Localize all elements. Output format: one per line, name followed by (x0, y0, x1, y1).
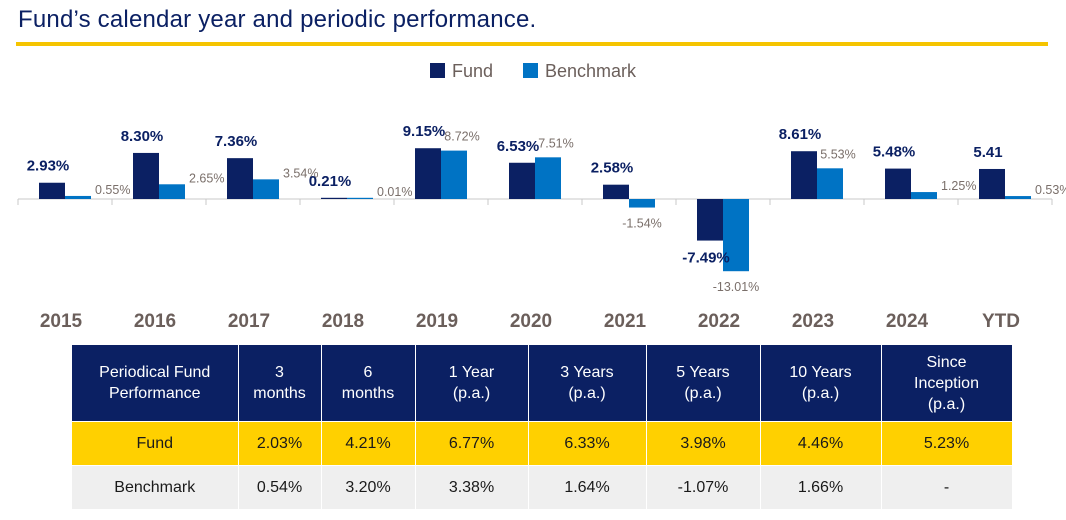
table-cell: - (881, 465, 1013, 509)
table-cell: 3.98% (646, 421, 761, 466)
legend-label-fund: Fund (452, 61, 493, 81)
table-cell: 5.23% (881, 421, 1013, 466)
bar-benchmark-2015 (65, 195, 91, 199)
table-cell: 4.21% (321, 421, 416, 466)
header-since-inception: Since Inception (p.a.) (881, 345, 1013, 422)
table-row-benchmark: Benchmark 0.54% 3.20% 3.38% 1.64% -1.07%… (72, 465, 1013, 509)
x-tick-label-2015: 2015 (40, 311, 83, 332)
x-tick-label-2023: 2023 (792, 311, 834, 332)
data-label-benchmark-2017: 3.54% (283, 166, 318, 180)
x-tick-label-YTD: YTD (982, 311, 1020, 332)
title-underline (16, 42, 1048, 46)
table-cell: 1.66% (760, 465, 882, 509)
table-cell: 3.38% (415, 465, 529, 509)
bar-fund-2015 (39, 182, 65, 199)
x-tick-label-2019: 2019 (416, 311, 458, 332)
header-3-months: 3 months (238, 345, 322, 422)
page-title: Fund’s calendar year and periodic perfor… (18, 6, 537, 33)
bar-fund-YTD (979, 168, 1005, 199)
data-label-benchmark-2018: 0.01% (377, 185, 412, 199)
data-label-benchmark-2019: 8.72% (444, 130, 479, 144)
data-label-fund-2018: 0.21% (309, 173, 352, 190)
periodic-performance-table: Periodical Fund Performance 3 months 6 m… (72, 345, 1013, 509)
bar-fund-2017 (227, 158, 253, 199)
header-10-years: 10 Years (p.a.) (760, 345, 882, 422)
bar-benchmark-2023 (817, 168, 843, 199)
data-label-benchmark-2015: 0.55% (95, 183, 130, 197)
bar-benchmark-2024 (911, 192, 937, 199)
legend-swatch-fund (430, 63, 445, 78)
table-cell: 6.33% (528, 421, 647, 466)
data-label-fund-2022: -7.49% (682, 250, 730, 267)
data-label-benchmark-2016: 2.65% (189, 171, 224, 185)
header-6-months: 6 months (321, 345, 416, 422)
bar-fund-2022 (697, 199, 723, 241)
bar-fund-2020 (509, 162, 535, 199)
header-label: Periodical Fund Performance (72, 345, 239, 422)
table-cell: 3.20% (321, 465, 416, 509)
bar-benchmark-2019 (441, 150, 467, 199)
x-tick-label-2020: 2020 (510, 311, 552, 332)
table-header-row: Periodical Fund Performance 3 months 6 m… (72, 345, 1013, 422)
legend-swatch-benchmark (523, 63, 538, 78)
data-label-fund-2023: 8.61% (779, 126, 822, 143)
data-label-fund-2016: 8.30% (121, 128, 164, 145)
data-label-fund-2019: 9.15% (403, 123, 446, 140)
row-label: Benchmark (72, 465, 239, 509)
data-label-benchmark-2021: -1.54% (622, 217, 662, 231)
data-label-fund-2024: 5.48% (873, 144, 916, 161)
data-label-fund-2015: 2.93% (27, 158, 70, 175)
data-label-benchmark-2022: -13.01% (713, 280, 760, 294)
x-tick-label-2021: 2021 (604, 311, 647, 332)
data-label-fund-2017: 7.36% (215, 133, 258, 150)
bar-benchmark-2022 (723, 199, 749, 272)
bar-fund-2018 (321, 197, 347, 199)
data-label-benchmark-2020: 7.51% (538, 136, 573, 150)
table-cell: 2.03% (238, 421, 322, 466)
data-label-benchmark-2024: 1.25% (941, 179, 976, 193)
x-tick-label-2024: 2024 (886, 311, 929, 332)
header-1-year: 1 Year (p.a.) (415, 345, 529, 422)
bar-benchmark-2016 (159, 184, 185, 199)
bar-benchmark-2021 (629, 199, 655, 208)
table-cell: 1.64% (528, 465, 647, 509)
data-label-benchmark-2023: 5.53% (820, 147, 855, 161)
table-row-fund: Fund 2.03% 4.21% 6.77% 6.33% 3.98% 4.46%… (72, 421, 1013, 466)
table-cell: 4.46% (760, 421, 882, 466)
bar-benchmark-2017 (253, 179, 279, 199)
bar-fund-2016 (133, 152, 159, 199)
bar-benchmark-2018 (347, 197, 373, 199)
table-cell: 6.77% (415, 421, 529, 466)
legend-label-benchmark: Benchmark (545, 61, 637, 81)
x-tick-label-2022: 2022 (698, 311, 740, 332)
bar-benchmark-2020 (535, 157, 561, 199)
data-label-fund-YTD: 5.41 (973, 144, 1002, 161)
data-label-fund-2021: 2.58% (591, 160, 634, 177)
bar-fund-2021 (603, 184, 629, 199)
data-label-benchmark-YTD: 0.53% (1035, 183, 1066, 197)
x-tick-label-2016: 2016 (134, 311, 176, 332)
header-3-years: 3 Years (p.a.) (528, 345, 647, 422)
x-tick-label-2017: 2017 (228, 311, 270, 332)
bar-benchmark-YTD (1005, 196, 1031, 199)
bar-fund-2019 (415, 148, 441, 199)
row-label: Fund (72, 421, 239, 466)
bar-fund-2023 (791, 151, 817, 199)
bar-fund-2024 (885, 168, 911, 199)
data-label-fund-2020: 6.53% (497, 138, 540, 155)
x-tick-label-2018: 2018 (322, 311, 364, 332)
table-cell: 0.54% (238, 465, 322, 509)
table-cell: -1.07% (646, 465, 761, 509)
header-5-years: 5 Years (p.a.) (646, 345, 761, 422)
performance-bar-chart: Fund Benchmark 2.93% 0.55% 2015 8.30% 2.65% 201… (17, 61, 1066, 332)
